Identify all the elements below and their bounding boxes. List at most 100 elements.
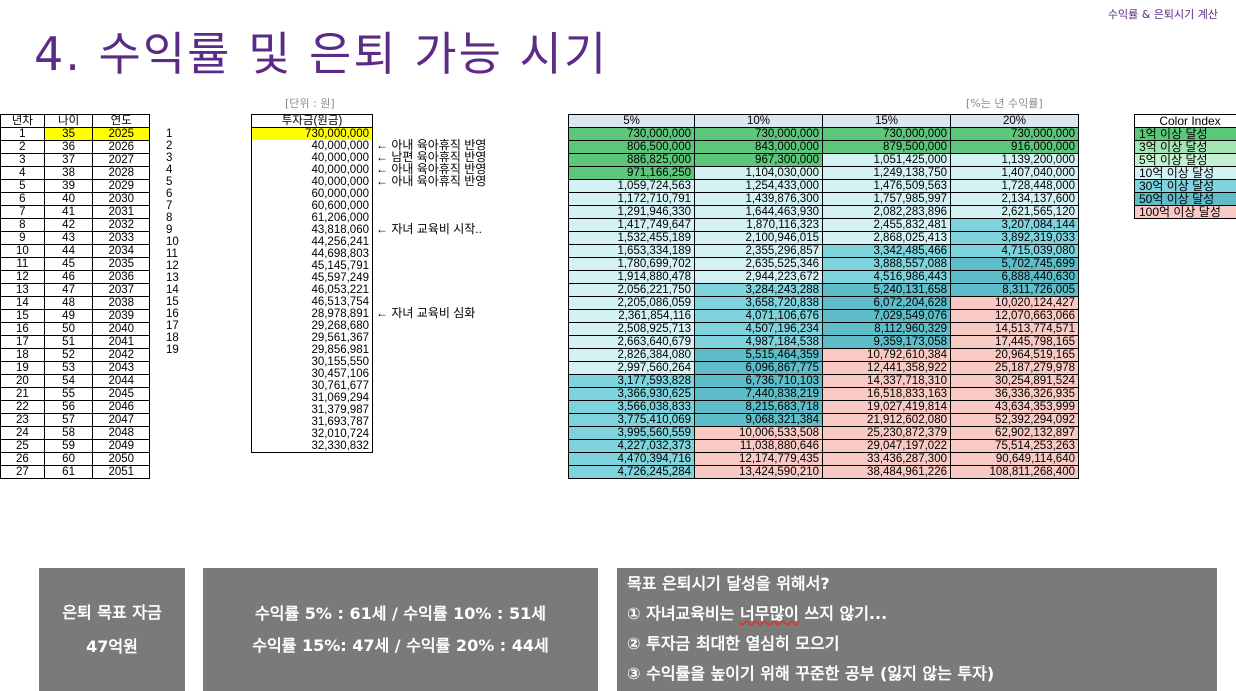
- return-cell: 12,174,779,435: [694, 452, 823, 466]
- returns-table: 5% 10% 15% 20% 730,000,000 730,000,000 730…: [568, 114, 1079, 479]
- table-row: 3,566,038,833 8,215,683,718 19,027,419,814…: [568, 400, 1079, 414]
- return-cell: 4,507,196,234: [694, 322, 823, 336]
- investment-cell: 30,761,677: [251, 380, 373, 392]
- return-cell: 1,439,876,300: [694, 192, 823, 206]
- investment-cell: 46,053,221: [251, 284, 373, 296]
- table-row: 32,010,724: [251, 428, 373, 440]
- table-row: 27 61 2051: [0, 465, 150, 479]
- table-row: 30,457,106: [251, 368, 373, 380]
- return-cell: 2,056,221,750: [568, 283, 695, 297]
- table-row: 10 44 2034: [0, 244, 150, 258]
- table-row: 45,145,791: [251, 260, 373, 272]
- return-cell: 2,455,832,481: [822, 218, 951, 232]
- table-cell: 3: [0, 153, 45, 167]
- return-cell: 33,436,287,300: [822, 452, 951, 466]
- return-cell: 3,892,319,033: [950, 231, 1079, 245]
- counter-cell: 10: [166, 236, 179, 248]
- return-cell: 1,728,448,000: [950, 179, 1079, 193]
- table-row: 29,561,367: [251, 332, 373, 344]
- remark-text: ← 남편 육아휴직 반영: [376, 150, 487, 164]
- investment-cell: 31,069,294: [251, 392, 373, 404]
- table-row: 16 50 2040: [0, 322, 150, 336]
- col-header-rate-10: 10%: [694, 114, 823, 128]
- table-row: 1,914,880,478 2,944,223,672 4,516,986,443 6…: [568, 270, 1079, 284]
- investment-cell: 28,978,891: [251, 308, 373, 320]
- table-row: 1,172,710,791 1,439,876,300 1,757,985,997 2…: [568, 192, 1079, 206]
- return-cell: 8,215,683,718: [694, 400, 823, 414]
- table-cell: 2040: [92, 322, 150, 336]
- table-cell: 19: [0, 361, 45, 375]
- table-cell: 2035: [92, 257, 150, 271]
- investment-cell: 43,818,060: [251, 224, 373, 236]
- return-cell: 2,944,223,672: [694, 270, 823, 284]
- return-cell: 4,516,986,443: [822, 270, 951, 284]
- return-cell: 13,424,590,210: [694, 465, 823, 479]
- investment-cell: 40,000,000: [251, 152, 373, 164]
- table-row: 15 49 2039: [0, 309, 150, 323]
- table-row: 3,775,410,069 9,068,321,384 21,912,602,080…: [568, 413, 1079, 427]
- table-row: 17 51 2041: [0, 335, 150, 349]
- subtitle-label: 수익률 & 은퇴시기 계산: [1107, 8, 1218, 21]
- table-row: 2,508,925,713 4,507,196,234 8,112,960,329 1…: [568, 322, 1079, 336]
- table-row: 8 42 2032: [0, 218, 150, 232]
- remark-text: [376, 247, 486, 259]
- return-cell: 7,029,549,076: [822, 309, 951, 323]
- table-row: 61,206,000: [251, 212, 373, 224]
- table-cell: 14: [0, 296, 45, 310]
- return-cell: 6,888,440,630: [950, 270, 1079, 284]
- counter-cell: 3: [166, 152, 173, 164]
- return-cell: 5,240,131,658: [822, 283, 951, 297]
- legend-item: 1억 이상 달성: [1134, 127, 1236, 141]
- table-row: 40,000,000: [251, 176, 373, 188]
- return-cell: 916,000,000: [950, 140, 1079, 154]
- table-row: 13 47 2037: [0, 283, 150, 297]
- return-cell: 36,336,326,935: [950, 387, 1079, 401]
- counter-cell: 8: [166, 212, 173, 224]
- return-cell: 11,038,880,646: [694, 439, 823, 453]
- return-cell: 3,284,243,288: [694, 283, 823, 297]
- return-cell: 16,518,833,163: [822, 387, 951, 401]
- counter-cell: 15: [166, 296, 179, 308]
- return-cell: 3,342,485,466: [822, 244, 951, 258]
- table-row: 2,361,854,116 4,071,106,676 7,029,549,076 1…: [568, 309, 1079, 323]
- table-cell: 20: [0, 374, 45, 388]
- remark-text: [376, 283, 486, 295]
- table-cell: 50: [43, 322, 94, 336]
- table-row: 22 56 2046: [0, 400, 150, 414]
- table-row: 29,268,680: [251, 320, 373, 332]
- col-header-rate-15: 15%: [822, 114, 951, 128]
- table-row: 2,056,221,750 3,284,243,288 5,240,131,658 8…: [568, 283, 1079, 297]
- return-cell: 30,254,891,524: [950, 374, 1079, 388]
- counter-cell: 13: [166, 272, 179, 284]
- table-row: 30,761,677: [251, 380, 373, 392]
- return-cell: 2,355,296,857: [694, 244, 823, 258]
- rate-note: [%는 년 수익률]: [966, 97, 1043, 110]
- goal-label: 은퇴 목표 자금: [62, 602, 162, 622]
- table-row: 9 43 2033: [0, 231, 150, 245]
- table-cell: 49: [43, 309, 94, 323]
- return-cell: 9,359,173,058: [822, 335, 951, 349]
- table-cell: 2034: [92, 244, 150, 258]
- return-cell: 2,826,384,080: [568, 348, 695, 362]
- table-row: 43,818,060: [251, 224, 373, 236]
- col-header-rate-5: 5%: [568, 114, 695, 128]
- return-cell: 1,051,425,000: [822, 153, 951, 167]
- return-cell: 8,112,960,329: [822, 322, 951, 336]
- return-cell: 10,020,124,427: [950, 296, 1079, 310]
- return-cell: 2,100,946,015: [694, 231, 823, 245]
- return-cell: 1,914,880,478: [568, 270, 695, 284]
- legend-item: 100억 이상 달성: [1134, 205, 1236, 219]
- table-row: 4,470,394,716 12,174,779,435 33,436,287,30…: [568, 452, 1079, 466]
- return-cell: 1,870,116,323: [694, 218, 823, 232]
- table-cell: 15: [0, 309, 45, 323]
- plan-box: 목표 은퇴시기 달성을 위해서? ① 자녀교육비는 너무많이 쓰지 않기... …: [617, 568, 1217, 691]
- table-cell: 53: [43, 361, 94, 375]
- investment-cell: 40,000,000: [251, 164, 373, 176]
- return-cell: 879,500,000: [822, 140, 951, 154]
- table-cell: 18: [0, 348, 45, 362]
- table-row: 20 54 2044: [0, 374, 150, 388]
- table-row: 26 60 2050: [0, 452, 150, 466]
- investment-cell: 29,856,981: [251, 344, 373, 356]
- return-cell: 10,792,610,384: [822, 348, 951, 362]
- investment-cell: 30,155,550: [251, 356, 373, 368]
